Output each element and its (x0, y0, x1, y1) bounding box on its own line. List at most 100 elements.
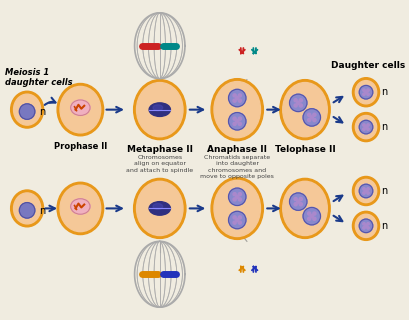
Circle shape (366, 124, 369, 126)
Ellipse shape (149, 103, 170, 116)
Circle shape (358, 219, 372, 233)
Text: Anaphase II: Anaphase II (207, 146, 267, 155)
Ellipse shape (11, 190, 43, 227)
Ellipse shape (70, 199, 90, 214)
Text: Meiosis 1
daughter cells: Meiosis 1 daughter cells (5, 68, 72, 87)
Circle shape (235, 219, 238, 222)
Text: n: n (381, 186, 387, 196)
Circle shape (289, 94, 306, 112)
Ellipse shape (136, 83, 182, 137)
Circle shape (362, 124, 364, 126)
Circle shape (299, 203, 302, 206)
Text: Chromosomes
align on equator
and attach to spindle: Chromosomes align on equator and attach … (126, 155, 193, 172)
Ellipse shape (153, 204, 162, 209)
Circle shape (228, 113, 245, 130)
Ellipse shape (70, 100, 90, 116)
Ellipse shape (153, 105, 162, 111)
Ellipse shape (11, 91, 43, 128)
Circle shape (366, 227, 369, 229)
Circle shape (299, 104, 302, 107)
Text: n: n (38, 206, 45, 216)
Circle shape (364, 126, 366, 128)
Circle shape (299, 99, 302, 102)
Circle shape (289, 193, 306, 210)
Ellipse shape (60, 86, 101, 133)
Ellipse shape (213, 82, 260, 138)
Ellipse shape (355, 81, 376, 104)
Circle shape (19, 104, 35, 119)
Circle shape (232, 117, 236, 120)
Circle shape (238, 94, 241, 97)
Circle shape (293, 197, 297, 201)
Ellipse shape (279, 80, 329, 140)
Ellipse shape (352, 78, 379, 107)
Circle shape (366, 188, 369, 190)
Ellipse shape (149, 202, 170, 215)
Circle shape (228, 188, 245, 205)
Ellipse shape (279, 178, 329, 238)
Ellipse shape (355, 180, 376, 203)
Ellipse shape (352, 113, 379, 142)
Ellipse shape (352, 211, 379, 240)
Text: n: n (381, 122, 387, 132)
Circle shape (362, 223, 364, 225)
Circle shape (307, 113, 310, 116)
Text: n: n (381, 221, 387, 231)
Ellipse shape (133, 178, 185, 238)
Ellipse shape (13, 193, 40, 224)
Circle shape (299, 197, 302, 201)
Circle shape (364, 225, 366, 227)
Circle shape (232, 193, 236, 196)
Circle shape (238, 193, 241, 196)
Circle shape (366, 89, 369, 92)
Circle shape (235, 96, 238, 100)
Ellipse shape (282, 181, 326, 236)
Circle shape (232, 94, 236, 97)
Circle shape (362, 227, 364, 229)
Circle shape (364, 190, 366, 192)
Ellipse shape (136, 181, 182, 236)
Circle shape (232, 122, 236, 125)
Text: Daughter cells: Daughter cells (330, 61, 404, 70)
Circle shape (358, 85, 372, 99)
Circle shape (358, 120, 372, 134)
Circle shape (312, 217, 315, 220)
Circle shape (362, 128, 364, 130)
Ellipse shape (352, 176, 379, 205)
Circle shape (362, 89, 364, 92)
Ellipse shape (355, 214, 376, 237)
Text: n: n (381, 87, 387, 97)
Circle shape (362, 192, 364, 194)
Circle shape (238, 216, 241, 219)
Circle shape (310, 215, 312, 218)
Circle shape (232, 198, 236, 201)
Text: Chromatids separate
into daughter
chromosomes and
move to opposite poles: Chromatids separate into daughter chromo… (200, 155, 274, 179)
Circle shape (364, 91, 366, 93)
Ellipse shape (211, 79, 263, 140)
Circle shape (302, 207, 320, 225)
Ellipse shape (133, 80, 185, 140)
Circle shape (238, 117, 241, 120)
Circle shape (293, 99, 297, 102)
Circle shape (232, 221, 236, 224)
Ellipse shape (211, 177, 263, 239)
Ellipse shape (213, 180, 260, 236)
Circle shape (312, 113, 315, 116)
Circle shape (235, 120, 238, 123)
Circle shape (238, 99, 241, 102)
Text: n: n (38, 108, 45, 117)
Circle shape (307, 118, 310, 122)
Ellipse shape (57, 182, 103, 235)
Circle shape (235, 195, 238, 198)
Circle shape (312, 118, 315, 122)
Circle shape (293, 104, 297, 107)
Ellipse shape (57, 84, 103, 136)
Circle shape (238, 221, 241, 224)
Circle shape (302, 109, 320, 126)
Text: Prophase II: Prophase II (54, 142, 107, 151)
Circle shape (238, 198, 241, 201)
Circle shape (366, 192, 369, 194)
Circle shape (19, 203, 35, 218)
Text: Metaphase II: Metaphase II (126, 146, 192, 155)
Circle shape (366, 93, 369, 95)
